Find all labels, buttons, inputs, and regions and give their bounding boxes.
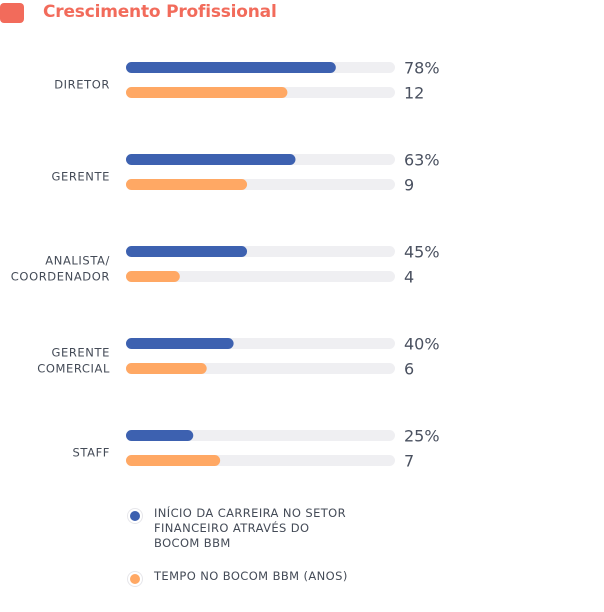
bar-track bbox=[126, 271, 395, 282]
legend-item-series2: TEMPO NO BOCOM BBM (ANOS) bbox=[128, 569, 428, 586]
bar bbox=[126, 363, 207, 374]
bar bbox=[126, 455, 221, 466]
category-label: COORDENADOR bbox=[11, 270, 110, 284]
bar bbox=[126, 430, 194, 441]
legend-label-series2: TEMPO NO BOCOM BBM (ANOS) bbox=[154, 569, 394, 584]
header-accent-square bbox=[0, 3, 24, 23]
value-label: 12 bbox=[404, 84, 424, 103]
value-label: 40% bbox=[404, 335, 440, 354]
category-label: DIRETOR bbox=[54, 78, 110, 92]
bar bbox=[126, 271, 180, 282]
value-label: 78% bbox=[404, 59, 440, 78]
value-label: 9 bbox=[404, 176, 414, 195]
value-label: 63% bbox=[404, 151, 440, 170]
value-label: 6 bbox=[404, 360, 414, 379]
legend-line: INÍCIO DA CARREIRA NO SETOR bbox=[154, 506, 347, 520]
chart-legend: INÍCIO DA CARREIRA NO SETOR FINANCEIRO A… bbox=[128, 506, 428, 602]
chart-title: Crescimento Profissional bbox=[43, 2, 277, 22]
legend-line: BOCOM BBM bbox=[154, 536, 231, 550]
value-label: 45% bbox=[404, 243, 440, 262]
bar bbox=[126, 246, 248, 257]
category-label: COMERCIAL bbox=[37, 362, 110, 376]
legend-dot-blue-icon bbox=[128, 509, 142, 523]
category-label: ANALISTA/ bbox=[45, 254, 110, 268]
chart-header: Crescimento Profissional bbox=[0, 0, 604, 26]
legend-label-series1: INÍCIO DA CARREIRA NO SETOR FINANCEIRO A… bbox=[154, 506, 394, 551]
category-label: GERENTE bbox=[51, 346, 110, 360]
bar-chart: DIRETOR 78% 12 GERENTE 63% 9 ANALISTA/COORDENA… bbox=[11, 59, 440, 471]
value-label: 7 bbox=[404, 452, 414, 471]
category-label: GERENTE bbox=[51, 170, 110, 184]
legend-dot-orange-icon bbox=[128, 572, 142, 586]
category-label: STAFF bbox=[72, 446, 110, 460]
legend-item-series1: INÍCIO DA CARREIRA NO SETOR FINANCEIRO A… bbox=[128, 506, 428, 551]
value-label: 25% bbox=[404, 427, 440, 446]
bar-track bbox=[126, 430, 395, 441]
bar bbox=[126, 87, 288, 98]
bar bbox=[126, 62, 336, 73]
bar bbox=[126, 179, 248, 190]
bar bbox=[126, 338, 234, 349]
bar bbox=[126, 154, 296, 165]
legend-line: TEMPO NO BOCOM BBM (ANOS) bbox=[154, 569, 348, 583]
value-label: 4 bbox=[404, 268, 414, 287]
legend-line: FINANCEIRO ATRAVÉS DO bbox=[154, 521, 310, 535]
